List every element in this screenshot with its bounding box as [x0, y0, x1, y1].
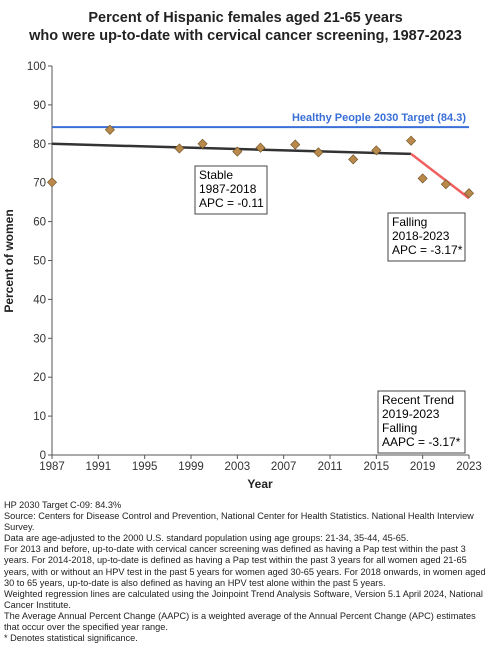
data-point-2021: [440, 179, 451, 190]
y-tick-label: 20: [33, 372, 46, 384]
y-tick-label: 10: [33, 411, 46, 423]
x-axis-title: Year: [247, 477, 273, 491]
footnote-line: HP 2030 Target C-09: 84.3%: [4, 500, 122, 510]
data-point-2008: [290, 139, 301, 150]
footnote-line: Source: Centers for Disease Control and …: [4, 511, 474, 533]
data-points: [46, 124, 475, 199]
x-tick-label: 1987: [39, 461, 65, 473]
annotation-text: APC = -0.11: [199, 196, 264, 210]
trend-lines: [51, 142, 470, 200]
data-point-2019: [417, 173, 428, 184]
chart-axes: 0 10 20 30 40 50 60 70 80 90 100 1987 1991 1995 1999 20…: [27, 61, 482, 473]
annotation-box-2: [387, 212, 466, 262]
annotation-text: Recent Trend: [382, 393, 454, 407]
x-tick-label: 2011: [318, 461, 343, 473]
footnote-line: * Denotes statistical significance.: [4, 633, 138, 644]
y-tick-label: 40: [33, 294, 46, 306]
data-point-2023: [463, 188, 475, 199]
data-point-2005: [255, 142, 266, 153]
x-tick-label: 2015: [364, 461, 390, 473]
annotation-text: 2018-2023: [392, 229, 450, 243]
y-tick-label: 90: [33, 100, 46, 112]
x-tick-label: 1999: [178, 461, 204, 473]
annotation-text: Falling: [392, 215, 427, 229]
target-line-group: Healthy People 2030 Target (84.3): [52, 112, 469, 129]
data-point-2015: [371, 145, 382, 156]
annotation-text: Falling: [382, 421, 417, 435]
y-tick-label: 100: [27, 61, 46, 73]
x-tick-label: 2007: [271, 461, 297, 473]
data-point-2010: [313, 147, 324, 158]
data-point-1987: [46, 177, 58, 188]
chart-title-line-1: Percent of Hispanic females aged 21-65 y…: [88, 10, 403, 26]
y-tick-label: 80: [33, 139, 46, 151]
footnotes: HP 2030 Target C-09: 84.3% Source: Center…: [4, 500, 488, 644]
y-tick-label: 30: [33, 333, 46, 345]
data-point-2000: [197, 138, 208, 149]
data-point-1992: [104, 124, 115, 135]
target-label: Healthy People 2030 Target (84.3): [292, 112, 466, 124]
annotation-text: AAPC = -3.17*: [382, 435, 461, 449]
x-tick-label: 2003: [225, 461, 251, 473]
x-tick-label: 2019: [410, 461, 436, 473]
data-point-2003: [232, 146, 243, 157]
line-chart: 0 10 20 30 40 50 60 70 80 90 100 1987 1991 1995 1999 20…: [2, 61, 482, 491]
footnote-line: Weighted regression lines are calculated…: [4, 588, 483, 610]
footnote-line: Data are age-adjusted to the 2000 U.S. s…: [4, 533, 409, 544]
y-tick-label: 50: [33, 256, 46, 268]
data-point-2013: [348, 154, 359, 165]
annotation-text: 2019-2023: [382, 407, 440, 421]
x-tick-label: 2023: [456, 461, 482, 473]
footnote-line: The Average Annual Percent Change (AAPC)…: [4, 610, 476, 633]
y-tick-label: 0: [40, 450, 46, 462]
footnote-line: For 2013 and before, up-to-date with cer…: [4, 544, 486, 588]
annotation-box-3: [377, 390, 466, 454]
annotation-text: Stable: [199, 168, 233, 182]
trend-line-2: [410, 152, 470, 200]
x-tick-label: 1991: [86, 461, 112, 473]
data-point-1998: [174, 143, 185, 154]
data-point-2018: [406, 135, 417, 146]
y-axis-title: Percent of women: [2, 209, 16, 312]
y-tick-label: 70: [33, 178, 46, 190]
annotation-text: APC = -3.17*: [392, 243, 463, 257]
annotation-box-1: [194, 165, 268, 215]
chart-title-line-2: who were up-to-date with cervical cancer…: [29, 28, 462, 44]
chart-title: Percent of Hispanic females aged 21-65 y…: [0, 9, 491, 45]
annotation-text: 1987-2018: [199, 182, 257, 196]
y-tick-label: 60: [33, 217, 46, 229]
x-tick-label: 1995: [132, 461, 158, 473]
trend-line-1: [51, 142, 412, 156]
